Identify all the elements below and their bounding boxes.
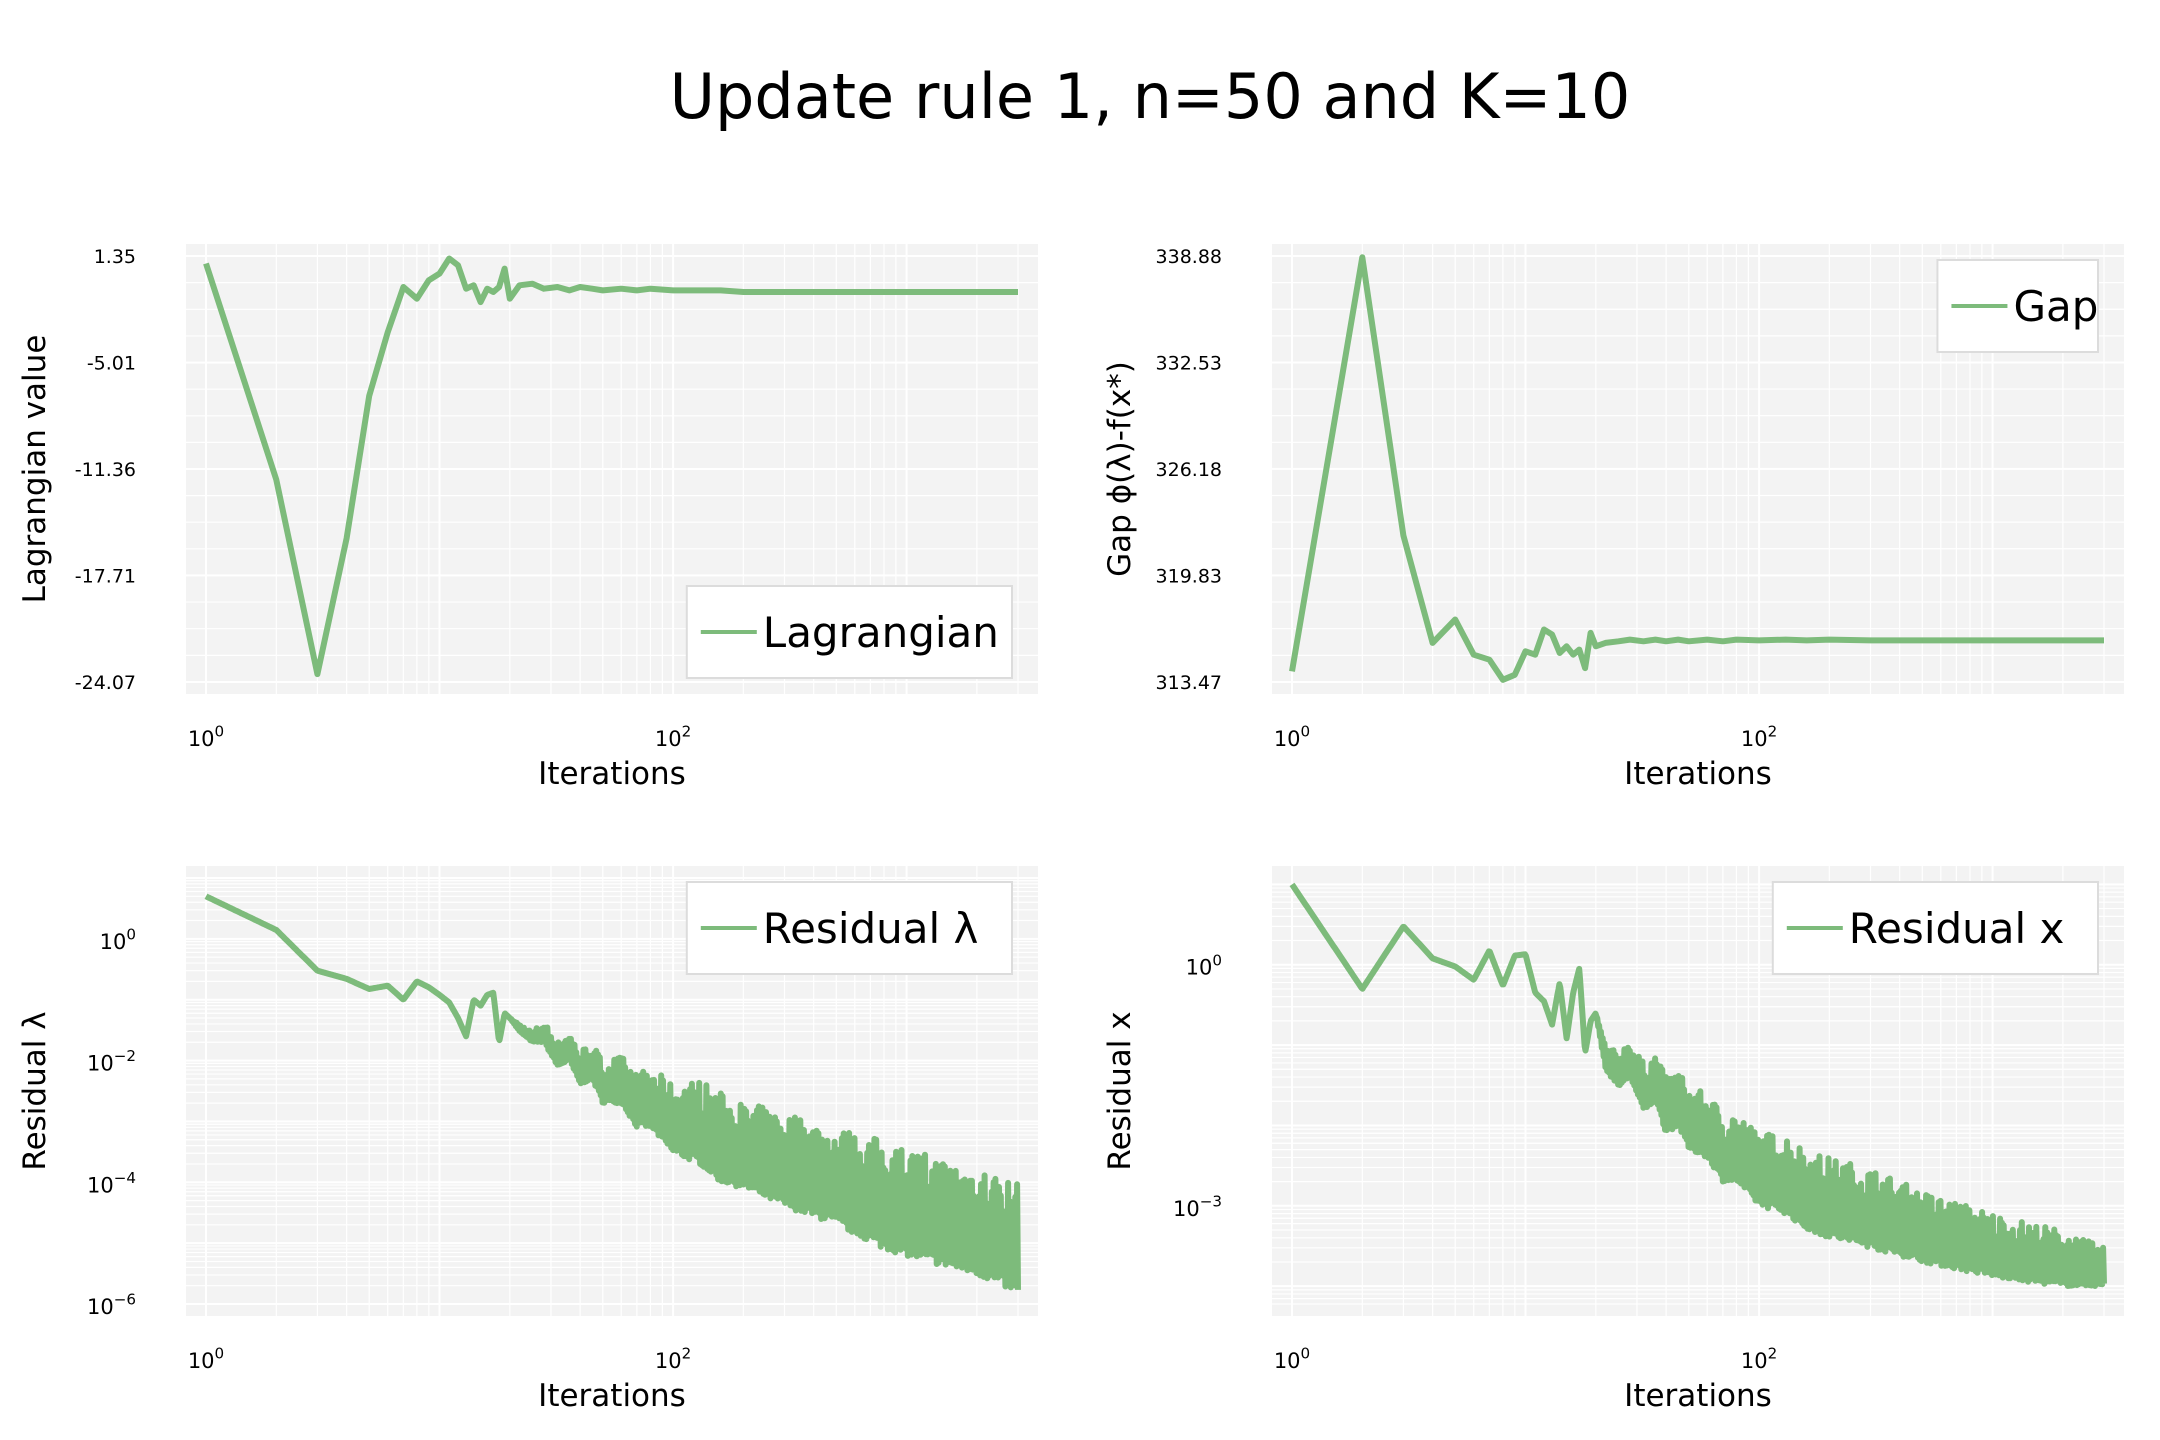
legend-label: Lagrangian	[763, 608, 999, 657]
y-tick-label: 326.18	[1156, 459, 1222, 481]
x-tick-label: 102	[655, 723, 691, 751]
y-tick-label: 313.47	[1156, 672, 1222, 694]
y-tick-label: 319.83	[1156, 565, 1222, 587]
y-axis-label: Residual λ	[17, 1011, 53, 1170]
y-tick-label: -17.71	[75, 565, 136, 587]
y-tick-label: 1.35	[94, 246, 136, 268]
x-axis-label: Iterations	[1624, 1378, 1772, 1414]
legend-label: Gap	[2013, 282, 2098, 331]
y-tick-label: -11.36	[75, 459, 136, 481]
y-tick-label: 10−4	[87, 1169, 136, 1197]
y-tick-label: 338.88	[1156, 246, 1222, 268]
y-tick-label: 10−2	[87, 1047, 136, 1075]
x-tick-label: 100	[188, 723, 224, 751]
legend-box	[1936, 259, 2099, 353]
y-tick-label: -24.07	[75, 672, 136, 694]
figure-title: Update rule 1, n=50 and K=10	[670, 60, 1631, 133]
y-tick-label: 100	[100, 925, 136, 953]
y-tick-label: 10−3	[1173, 1192, 1222, 1220]
x-tick-label: 102	[1741, 1345, 1777, 1373]
y-axis-label: Gap ϕ(λ)-f(x*)	[1102, 361, 1138, 577]
subplot-4: 100 10−3 100 102 Iterations Residual x Residua…	[1102, 866, 2124, 1414]
y-tick-label: 10−6	[87, 1291, 136, 1319]
x-axis-label: Iterations	[1624, 756, 1772, 792]
series-line	[203, 893, 1021, 1291]
x-tick-label: 100	[1274, 723, 1310, 751]
x-tick-label: 100	[1274, 1345, 1310, 1373]
legend-box	[1771, 881, 2100, 975]
y-tick-label: -5.01	[87, 353, 136, 375]
x-tick-label: 100	[188, 1345, 224, 1373]
y-tick-label: 332.53	[1156, 352, 1222, 374]
x-tick-label: 102	[1741, 723, 1777, 751]
y-axis-label: Lagrangian value	[17, 335, 53, 604]
legend-label: Residual λ	[763, 904, 979, 953]
legend-label: Residual x	[1849, 904, 2065, 953]
y-axis-label: Residual x	[1102, 1011, 1138, 1170]
x-tick-label: 102	[655, 1345, 691, 1373]
subplot-1: 1.35 -5.01 -11.36 -17.71 -24.07 100 102 Iterati…	[17, 244, 1038, 792]
subplot-3: 100 10−2 10−4 10−6 100 102 Iterations Residual …	[17, 866, 1038, 1414]
y-tick-label: 100	[1186, 951, 1222, 979]
x-axis-label: Iterations	[538, 756, 686, 792]
series-line	[1289, 254, 2104, 683]
subplot-grid: 1.35 -5.01 -11.36 -17.71 -24.07 100 102 Iterati…	[17, 244, 2124, 1414]
series-line	[203, 255, 1018, 678]
x-axis-label: Iterations	[538, 1378, 686, 1414]
series-line	[1289, 882, 2107, 1289]
subplot-2: 338.88 332.53 326.18 319.83 313.47 100 102 Iter…	[1102, 244, 2124, 792]
